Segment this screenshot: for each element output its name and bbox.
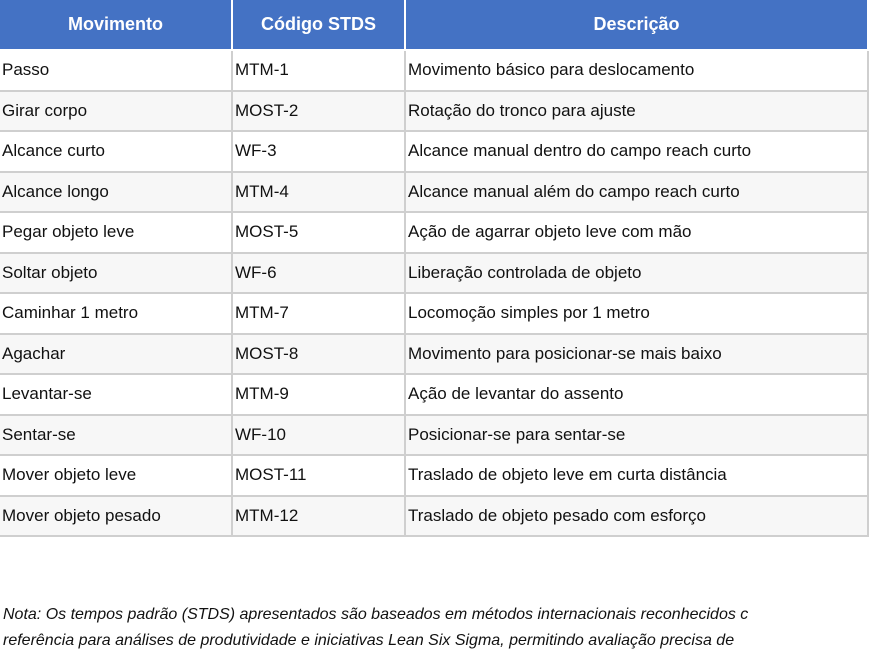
table-row: Passo MTM-1 Movimento básico para deslocam… [0, 49, 869, 92]
cell-descricao: Ação de levantar do assento [404, 373, 869, 416]
cell-movimento: Agachar [0, 332, 233, 375]
cell-codigo: WF-10 [231, 413, 406, 456]
table-row: Mover objeto leve MOST-11 Traslado de obje… [0, 454, 869, 497]
cell-codigo: MTM-12 [231, 494, 406, 537]
header-row: Movimento Código STDS Descrição [0, 0, 869, 51]
cell-codigo: WF-3 [231, 130, 406, 173]
cell-movimento: Soltar objeto [0, 251, 233, 294]
cell-movimento: Mover objeto leve [0, 454, 233, 497]
cell-codigo: MTM-9 [231, 373, 406, 416]
cell-movimento: Mover objeto pesado [0, 494, 233, 537]
cell-descricao: Liberação controlada de objeto [404, 251, 869, 294]
cell-descricao: Traslado de objeto leve em curta distânc… [404, 454, 869, 497]
cell-codigo: WF-6 [231, 251, 406, 294]
cell-movimento: Pegar objeto leve [0, 211, 233, 254]
table-row: Agachar MOST-8 Movimento para posicionar-s… [0, 332, 869, 375]
cell-codigo: MOST-5 [231, 211, 406, 254]
cell-descricao: Traslado de objeto pesado com esforço [404, 494, 869, 537]
cell-codigo: MOST-11 [231, 454, 406, 497]
cell-movimento: Caminhar 1 metro [0, 292, 233, 335]
cell-movimento: Levantar-se [0, 373, 233, 416]
cell-codigo: MOST-2 [231, 89, 406, 132]
table-row: Mover objeto pesado MTM-12 Traslado de obj… [0, 494, 869, 537]
table-row: Soltar objeto WF-6 Liberação controlada de… [0, 251, 869, 294]
table-row: Alcance curto WF-3 Alcance manual dentro d… [0, 130, 869, 173]
table-row: Girar corpo MOST-2 Rotação do tronco para … [0, 89, 869, 132]
cell-descricao: Posicionar-se para sentar-se [404, 413, 869, 456]
cell-movimento: Alcance longo [0, 170, 233, 213]
header-descricao: Descrição [404, 0, 869, 51]
footnote-line-1: Nota: Os tempos padrão (STDS) apresentad… [3, 606, 749, 623]
cell-descricao: Alcance manual dentro do campo reach cur… [404, 130, 869, 173]
table-row: Caminhar 1 metro MTM-7 Locomoção simples p… [0, 292, 869, 335]
cell-descricao: Locomoção simples por 1 metro [404, 292, 869, 335]
table-row: Sentar-se WF-10 Posicionar-se para sentar-… [0, 413, 869, 456]
table-row: Pegar objeto leve MOST-5 Ação de agarrar o… [0, 211, 869, 254]
table-row: Alcance longo MTM-4 Alcance manual além do… [0, 170, 869, 213]
cell-codigo: MTM-1 [231, 49, 406, 92]
cell-movimento: Girar corpo [0, 89, 233, 132]
table-row: Levantar-se MTM-9 Ação de levantar do asse… [0, 373, 869, 416]
cell-movimento: Passo [0, 49, 233, 92]
cell-movimento: Sentar-se [0, 413, 233, 456]
cell-descricao: Ação de agarrar objeto leve com mão [404, 211, 869, 254]
cell-descricao: Rotação do tronco para ajuste [404, 89, 869, 132]
cell-descricao: Alcance manual além do campo reach curto [404, 170, 869, 213]
cell-movimento: Alcance curto [0, 130, 233, 173]
cell-codigo: MTM-4 [231, 170, 406, 213]
cell-descricao: Movimento para posicionar-se mais baixo [404, 332, 869, 375]
cell-codigo: MTM-7 [231, 292, 406, 335]
header-codigo: Código STDS [231, 0, 406, 51]
header-movimento: Movimento [0, 0, 233, 51]
footnote-line-2: referência para análises de produtividad… [3, 632, 735, 649]
footnote: Nota: Os tempos padrão (STDS) apresentad… [3, 602, 869, 654]
cell-codigo: MOST-8 [231, 332, 406, 375]
movements-table: Movimento Código STDS Descrição Passo MTM… [0, 0, 869, 537]
cell-descricao: Movimento básico para deslocamento [404, 49, 869, 92]
